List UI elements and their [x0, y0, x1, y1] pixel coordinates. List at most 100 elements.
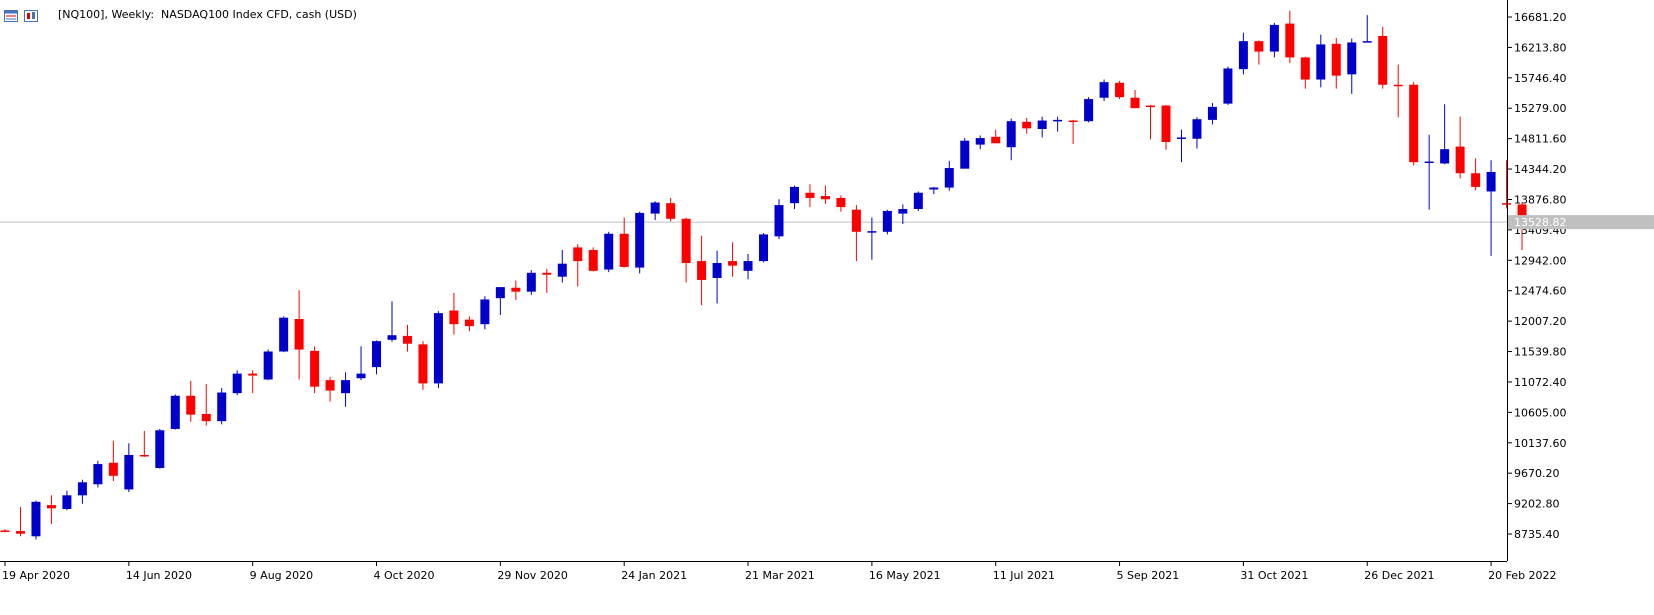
candle-body [944, 168, 954, 188]
candle [1192, 117, 1202, 149]
candle-body [1502, 203, 1512, 205]
candle-body [1161, 105, 1171, 143]
candle-body [1269, 24, 1279, 52]
candle-body [1254, 41, 1264, 52]
candle-body [155, 430, 165, 468]
candle [1176, 129, 1186, 163]
y-tick-label: 14811.60 [1514, 133, 1567, 146]
candle-body [743, 261, 753, 271]
candle [186, 380, 196, 422]
candle-body [712, 263, 722, 278]
candle [294, 290, 304, 380]
candle [851, 205, 861, 262]
candle [46, 495, 56, 524]
y-tick-label: 16681.20 [1514, 11, 1567, 24]
candle-body [759, 234, 769, 262]
candle [728, 242, 738, 277]
candle-body [929, 187, 939, 190]
candle-body [882, 210, 892, 232]
candle [759, 233, 769, 263]
candle [279, 316, 289, 353]
y-tick-label: 10137.60 [1514, 437, 1567, 450]
candle-body [46, 505, 56, 509]
candle [588, 247, 598, 272]
candle-body [1455, 146, 1465, 174]
candle-body [186, 395, 196, 415]
candle [1146, 104, 1156, 140]
candle [944, 160, 954, 191]
candle-body [248, 373, 258, 376]
candle [743, 253, 753, 280]
candle [418, 341, 428, 390]
candle-body [681, 218, 691, 264]
candle-body [1393, 84, 1403, 87]
candle [867, 217, 877, 260]
candle-body [1192, 119, 1202, 139]
candle [836, 195, 846, 212]
candle [1053, 116, 1063, 132]
candle [650, 201, 660, 221]
candle [975, 135, 985, 150]
candle-body [573, 247, 583, 262]
x-tick-label: 31 Oct 2021 [1240, 569, 1308, 582]
y-tick-label: 13876.80 [1514, 193, 1567, 206]
x-tick-label: 20 Feb 2022 [1488, 569, 1556, 582]
candle [310, 346, 320, 394]
candle-body [1409, 84, 1419, 163]
candle-body [1378, 35, 1388, 85]
candle [1130, 89, 1140, 109]
x-tick-label: 24 Jan 2021 [621, 569, 687, 582]
candle [557, 250, 567, 283]
candle [1486, 160, 1496, 256]
candle [232, 370, 242, 396]
candle-body [1053, 119, 1063, 122]
candle-body [913, 192, 923, 210]
candle-body [464, 319, 474, 327]
candle-body [697, 261, 707, 280]
candle [372, 340, 382, 375]
candle [1502, 160, 1512, 209]
candle [1223, 66, 1233, 105]
y-tick-label: 11539.80 [1514, 346, 1567, 359]
candle-body [728, 261, 738, 266]
candle-body [31, 501, 41, 537]
chart-list-icon[interactable] [4, 7, 18, 22]
candle-body [1115, 82, 1125, 98]
candle-body [1084, 99, 1094, 122]
chart-candles-icon[interactable] [24, 7, 38, 22]
candle-body [557, 263, 567, 277]
candle-body [1440, 149, 1450, 164]
candle-body [387, 335, 397, 340]
candle-body [1176, 137, 1186, 139]
candle-body [418, 344, 428, 384]
candle [1207, 102, 1217, 125]
candle [495, 287, 505, 316]
candle [1393, 64, 1403, 118]
candle-body [356, 373, 366, 379]
candle-body [310, 350, 320, 387]
candle-body [588, 250, 598, 271]
candle-body [124, 454, 134, 490]
candle [882, 209, 892, 235]
candle [805, 184, 815, 208]
candle-body [1471, 173, 1481, 187]
candle-body [77, 482, 87, 496]
candle [1316, 34, 1326, 88]
candle-body [542, 272, 552, 275]
candle-body [1517, 204, 1527, 223]
y-tick-label: 10605.00 [1514, 406, 1567, 419]
x-tick-label: 11 Jul 2021 [993, 569, 1055, 582]
candle-body [1146, 105, 1156, 108]
candle-body [666, 203, 676, 219]
y-tick-label: 12474.60 [1514, 285, 1567, 298]
candle [248, 370, 258, 394]
candle-body [201, 413, 211, 422]
candle-body [619, 233, 629, 267]
y-tick-label: 12007.20 [1514, 315, 1567, 328]
candle [1285, 10, 1295, 64]
candle [1331, 37, 1341, 89]
candle-body [341, 380, 351, 394]
candle [93, 460, 103, 488]
candle [480, 296, 490, 330]
